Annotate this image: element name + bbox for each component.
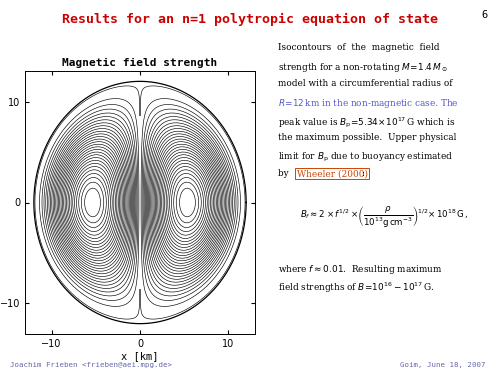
- Text: the maximum possible.  Upper physical: the maximum possible. Upper physical: [278, 133, 456, 142]
- Text: Wheeler (2000): Wheeler (2000): [296, 169, 368, 178]
- Text: where $f\approx 0.01$.  Resulting maximum: where $f\approx 0.01$. Resulting maximum: [278, 262, 442, 276]
- Text: Joachim Frieben <frieben@aei.mpg.de>: Joachim Frieben <frieben@aei.mpg.de>: [10, 362, 172, 368]
- Text: by: by: [278, 169, 291, 178]
- Title: Magnetic field strength: Magnetic field strength: [62, 58, 218, 68]
- Text: strength for a non-rotating $M\!=\!1.4\,M_\odot$: strength for a non-rotating $M\!=\!1.4\,…: [278, 61, 448, 74]
- Text: model with a circumferential radius of: model with a circumferential radius of: [278, 79, 452, 88]
- Text: Results for an n=1 polytropic equation of state: Results for an n=1 polytropic equation o…: [62, 13, 438, 26]
- Text: field strengths of $B\!=\!10^{16}-10^{17}\,$G.: field strengths of $B\!=\!10^{16}-10^{17…: [278, 280, 434, 295]
- Text: :: :: [362, 169, 364, 178]
- X-axis label: x [km]: x [km]: [121, 351, 159, 361]
- Text: Isocontours  of  the  magnetic  field: Isocontours of the magnetic field: [278, 43, 439, 52]
- Text: limit for $B_{\rm p}$ due to buoyancy estimated: limit for $B_{\rm p}$ due to buoyancy es…: [278, 151, 452, 164]
- Text: $R\!=\!12\,$km in the non-magnetic case. The: $R\!=\!12\,$km in the non-magnetic case.…: [278, 97, 458, 110]
- Text: $B_f \approx 2\times f^{1/2}\times\!\left(\dfrac{\rho}{10^{13}{\rm g\,cm}^{-3}}\: $B_f \approx 2\times f^{1/2}\times\!\lef…: [300, 204, 468, 230]
- Text: Goim, June 18, 2007: Goim, June 18, 2007: [400, 362, 485, 368]
- Text: 6: 6: [481, 10, 488, 21]
- Text: peak value is $B_{\rm p}\!=\!5.34\!\times\!10^{17}\,$G which is: peak value is $B_{\rm p}\!=\!5.34\!\time…: [278, 115, 454, 130]
